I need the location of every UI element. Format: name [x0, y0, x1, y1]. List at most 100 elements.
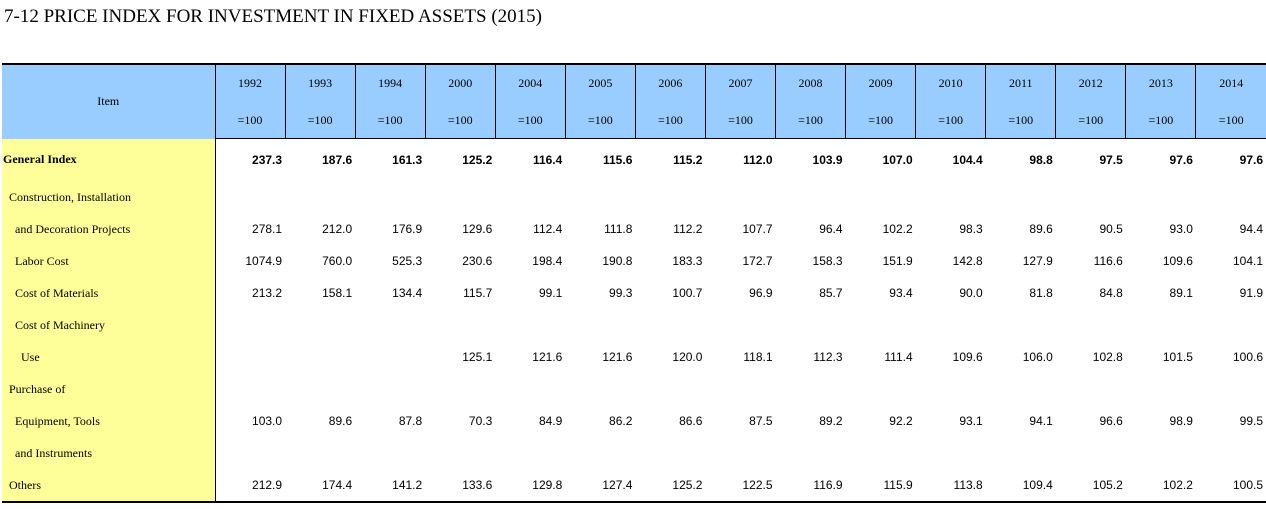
value-cell: 115.6	[603, 153, 633, 167]
value-cell	[986, 181, 1056, 213]
value-cell: 109.4	[985, 469, 1056, 503]
value-cell: 104.1	[1232, 254, 1263, 268]
header-base-row: =100 =100 =100 =100 =100 =100 =100 =100 =100 =100…	[2, 102, 1266, 139]
value-cell	[215, 181, 285, 213]
value-cell	[916, 309, 986, 341]
value-cell: 99.1	[538, 286, 563, 300]
value-cell	[635, 437, 705, 469]
base-year-label: =100	[214, 102, 286, 139]
value-cell	[425, 373, 495, 405]
value-cell: 115.2	[673, 153, 703, 167]
base-year-label: =100	[1195, 102, 1266, 139]
value-cell: 151.9	[882, 254, 913, 268]
value-cell	[495, 309, 565, 341]
value-cell	[425, 181, 495, 213]
value-cell: 190.8	[602, 254, 633, 268]
value-cell: 93.4	[889, 286, 913, 300]
value-cell: 116.6	[1093, 254, 1123, 268]
value-cell: 122.5	[705, 469, 776, 503]
base-year-label: =100	[774, 102, 846, 139]
value-cell	[215, 373, 285, 405]
value-cell	[565, 309, 635, 341]
value-cell: 98.9	[1169, 414, 1193, 428]
value-cell: 525.3	[392, 254, 423, 268]
value-cell: 102.2	[882, 222, 913, 236]
value-cell	[285, 341, 355, 373]
page-title: 7-12 PRICE INDEX FOR INVESTMENT IN FIXED…	[4, 6, 542, 27]
row-label: and Instruments	[2, 437, 216, 469]
value-cell: 86.6	[679, 414, 703, 428]
value-cell: 87.5	[749, 414, 773, 428]
value-cell: 142.8	[952, 254, 983, 268]
base-year-label: =100	[284, 102, 356, 139]
value-cell	[705, 309, 775, 341]
value-cell: 125.2	[462, 153, 493, 167]
value-cell	[285, 373, 355, 405]
value-cell	[1126, 373, 1196, 405]
row-label: Construction, Installation	[2, 181, 216, 213]
value-cell: 237.3	[252, 153, 283, 167]
value-cell	[355, 437, 425, 469]
value-cell	[425, 437, 495, 469]
value-cell	[846, 181, 916, 213]
value-cell: 230.6	[462, 254, 493, 268]
value-cell: 90.5	[1099, 222, 1123, 236]
value-cell	[986, 309, 1056, 341]
value-cell: 87.8	[398, 414, 423, 428]
value-cell	[425, 309, 495, 341]
base-year-label: =100	[634, 102, 706, 139]
value-cell	[1196, 437, 1266, 469]
value-cell	[1056, 437, 1126, 469]
table-row: Purchase of	[2, 373, 1266, 405]
value-cell: 102.2	[1125, 469, 1196, 503]
value-cell: 92.2	[889, 414, 913, 428]
value-cell: 116.9	[775, 469, 846, 503]
value-cell: 89.1	[1169, 286, 1193, 300]
year-header: 2008	[774, 63, 846, 102]
value-cell: 81.8	[1029, 286, 1053, 300]
value-cell: 89.2	[819, 414, 843, 428]
value-cell: 84.9	[538, 414, 563, 428]
value-cell	[705, 181, 775, 213]
value-cell	[846, 309, 916, 341]
value-cell	[285, 181, 355, 213]
value-cell	[495, 181, 565, 213]
value-cell	[916, 373, 986, 405]
value-cell: 1074.9	[245, 254, 283, 268]
value-cell: 134.4	[392, 286, 423, 300]
value-cell	[1056, 309, 1126, 341]
value-cell: 89.6	[1029, 222, 1053, 236]
value-cell: 96.9	[749, 286, 773, 300]
value-cell: 103.9	[812, 153, 843, 167]
value-cell	[986, 437, 1056, 469]
row-label: Cost of Machinery	[2, 309, 216, 341]
value-cell	[355, 341, 425, 373]
table-row: Others 212.9 174.4 141.2 133.6 129.8 127.4 125.…	[2, 469, 1266, 503]
value-cell	[776, 181, 846, 213]
table-body: General Index 237.3 187.6 161.3 125.2 116.4 11…	[2, 138, 1266, 503]
value-cell: 100.6	[1232, 350, 1263, 364]
value-cell: 84.8	[1099, 286, 1123, 300]
value-cell: 105.2	[1055, 469, 1126, 503]
value-cell	[1196, 181, 1266, 213]
value-cell	[705, 437, 775, 469]
item-column-header: Item	[2, 63, 215, 139]
value-cell	[916, 437, 986, 469]
value-cell: 99.5	[1239, 414, 1263, 428]
table-row: Construction, Installation	[2, 181, 1266, 213]
table-row: Cost of Machinery	[2, 309, 1266, 341]
value-cell: 174.4	[285, 469, 356, 503]
value-cell: 104.4	[952, 153, 983, 167]
value-cell: 97.6	[1169, 153, 1193, 167]
value-cell: 212.9	[215, 469, 286, 503]
value-cell	[215, 341, 285, 373]
value-cell: 129.8	[495, 469, 566, 503]
value-cell: 89.6	[328, 414, 353, 428]
year-header: 2010	[915, 63, 986, 102]
base-year-label: =100	[704, 102, 776, 139]
value-cell	[495, 373, 565, 405]
year-header: 2004	[494, 63, 566, 102]
year-header: 2009	[845, 63, 916, 102]
value-cell: 125.1	[462, 350, 493, 364]
value-cell: 103.0	[252, 414, 283, 428]
